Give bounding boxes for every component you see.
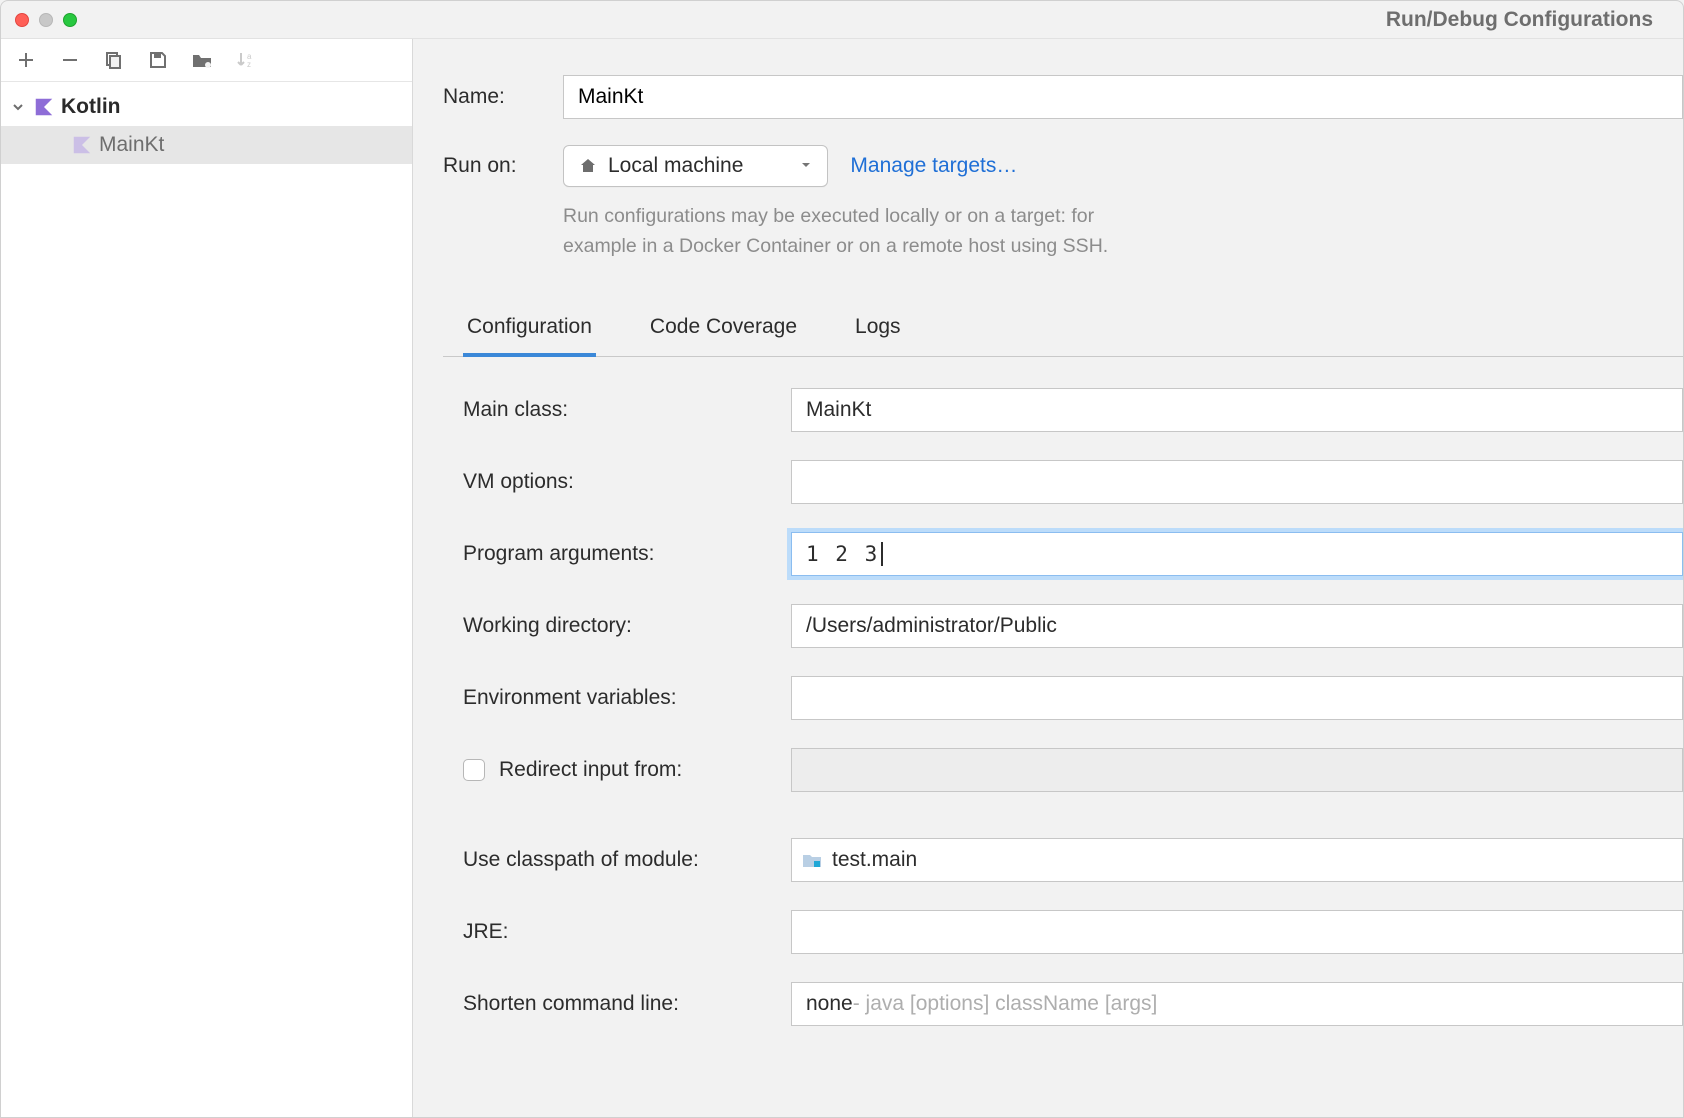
tree-node-label: MainKt bbox=[99, 133, 164, 157]
tab-code-coverage[interactable]: Code Coverage bbox=[646, 315, 801, 357]
window-title: Run/Debug Configurations bbox=[1386, 8, 1653, 32]
shorten-cmd-select[interactable]: none - java [options] className [args] bbox=[791, 982, 1683, 1026]
minimize-window-button[interactable] bbox=[39, 13, 53, 27]
manage-targets-link[interactable]: Manage targets… bbox=[850, 154, 1017, 178]
save-icon bbox=[148, 50, 168, 70]
configuration-form: Main class: VM options: Program argument… bbox=[443, 357, 1683, 1027]
home-icon bbox=[578, 156, 598, 176]
sidebar-toolbar: az bbox=[1, 39, 412, 82]
shorten-cmd-hint: - java [options] className [args] bbox=[853, 992, 1158, 1016]
shorten-cmd-value: none bbox=[806, 992, 853, 1016]
working-directory-input[interactable] bbox=[791, 604, 1683, 648]
runon-label: Run on: bbox=[443, 154, 563, 178]
save-config-button[interactable] bbox=[147, 49, 169, 71]
maximize-window-button[interactable] bbox=[63, 13, 77, 27]
edit-templates-button[interactable] bbox=[191, 49, 213, 71]
jre-input[interactable] bbox=[791, 910, 1683, 954]
folder-settings-icon bbox=[191, 50, 213, 70]
hint-line: example in a Docker Container or on a re… bbox=[563, 235, 1108, 257]
jre-row: JRE: bbox=[463, 909, 1683, 955]
env-vars-row: Environment variables: bbox=[463, 675, 1683, 721]
program-arguments-input[interactable]: 1 2 3 bbox=[791, 532, 1683, 576]
redirect-input-label: Redirect input from: bbox=[499, 758, 682, 782]
program-arguments-label: Program arguments: bbox=[463, 542, 791, 566]
plus-icon bbox=[17, 51, 35, 69]
working-directory-row: Working directory: bbox=[463, 603, 1683, 649]
tabs: Configuration Code Coverage Logs bbox=[443, 315, 1683, 357]
tree-node-label: Kotlin bbox=[61, 95, 120, 119]
sidebar: az Kotlin MainKt bbox=[1, 39, 413, 1117]
redirect-input-checkbox[interactable] bbox=[463, 759, 485, 781]
tree-node-kotlin[interactable]: Kotlin bbox=[1, 88, 412, 126]
svg-text:z: z bbox=[247, 60, 251, 69]
vm-options-label: VM options: bbox=[463, 470, 791, 494]
titlebar: Run/Debug Configurations bbox=[1, 1, 1683, 39]
sort-alpha-icon: az bbox=[236, 50, 256, 70]
dialog-window: Run/Debug Configurations bbox=[0, 0, 1684, 1118]
main-panel: Name: Run on: Local machine Manage targe… bbox=[413, 39, 1683, 1117]
program-arguments-row: Program arguments: 1 2 3 bbox=[463, 531, 1683, 577]
module-icon bbox=[802, 851, 822, 869]
window-controls bbox=[1, 13, 77, 27]
close-window-button[interactable] bbox=[15, 13, 29, 27]
tab-logs[interactable]: Logs bbox=[851, 315, 905, 357]
program-arguments-value: 1 2 3 bbox=[806, 542, 879, 566]
tree-node-mainkt[interactable]: MainKt bbox=[1, 126, 412, 164]
name-row: Name: bbox=[443, 75, 1683, 119]
classpath-module-row: Use classpath of module: test.main bbox=[463, 837, 1683, 883]
shorten-cmd-row: Shorten command line: none - java [optio… bbox=[463, 981, 1683, 1027]
name-input[interactable] bbox=[563, 75, 1683, 119]
kotlin-icon bbox=[71, 134, 93, 156]
working-directory-label: Working directory: bbox=[463, 614, 791, 638]
main-class-label: Main class: bbox=[463, 398, 791, 422]
classpath-module-value: test.main bbox=[832, 848, 917, 872]
runon-selected-value: Local machine bbox=[608, 154, 743, 178]
redirect-input-label-wrap: Redirect input from: bbox=[463, 758, 791, 782]
vm-options-input[interactable] bbox=[791, 460, 1683, 504]
copy-icon bbox=[104, 50, 124, 70]
spacer bbox=[463, 819, 1683, 837]
copy-config-button[interactable] bbox=[103, 49, 125, 71]
shorten-cmd-label: Shorten command line: bbox=[463, 992, 791, 1016]
redirect-input-path bbox=[791, 748, 1683, 792]
chevron-down-icon bbox=[799, 154, 813, 178]
tab-configuration[interactable]: Configuration bbox=[463, 315, 596, 357]
runon-dropdown[interactable]: Local machine bbox=[563, 145, 828, 187]
vm-options-row: VM options: bbox=[463, 459, 1683, 505]
config-tree: Kotlin MainKt bbox=[1, 82, 412, 1117]
chevron-down-icon bbox=[9, 100, 27, 114]
main-class-row: Main class: bbox=[463, 387, 1683, 433]
sort-config-button[interactable]: az bbox=[235, 49, 257, 71]
remove-config-button[interactable] bbox=[59, 49, 81, 71]
text-caret bbox=[881, 542, 883, 566]
env-vars-input[interactable] bbox=[791, 676, 1683, 720]
runon-hint: Run configurations may be executed local… bbox=[563, 201, 1283, 261]
classpath-module-label: Use classpath of module: bbox=[463, 848, 791, 872]
redirect-input-row: Redirect input from: bbox=[463, 747, 1683, 793]
kotlin-icon bbox=[33, 96, 55, 118]
env-vars-label: Environment variables: bbox=[463, 686, 791, 710]
dialog-body: az Kotlin MainKt bbox=[1, 39, 1683, 1117]
add-config-button[interactable] bbox=[15, 49, 37, 71]
main-class-input[interactable] bbox=[791, 388, 1683, 432]
name-label: Name: bbox=[443, 85, 563, 109]
minus-icon bbox=[61, 51, 79, 69]
classpath-module-select[interactable]: test.main bbox=[791, 838, 1683, 882]
jre-label: JRE: bbox=[463, 920, 791, 944]
runon-row: Run on: Local machine Manage targets… bbox=[443, 145, 1683, 187]
hint-line: Run configurations may be executed local… bbox=[563, 205, 1094, 227]
